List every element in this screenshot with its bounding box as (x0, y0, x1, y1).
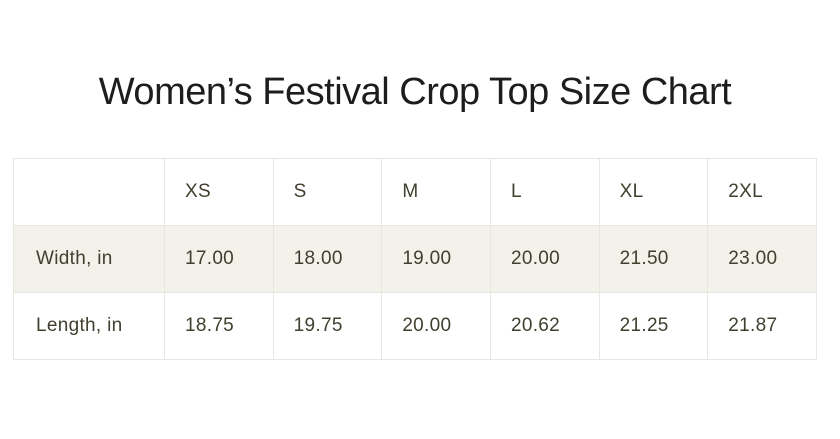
column-header-xl: XL (598, 158, 709, 226)
header-row: XS S M L XL 2XL (13, 158, 817, 226)
cell-width-l: 20.00 (489, 225, 600, 293)
cell-width-xl: 21.50 (598, 225, 709, 293)
cell-length-xl: 21.25 (598, 292, 709, 360)
cell-width-2xl: 23.00 (707, 225, 817, 293)
table-body: Width, in 17.00 18.00 19.00 20.00 21.50 … (13, 225, 817, 360)
cell-length-s: 19.75 (272, 292, 383, 360)
column-header-2xl: 2XL (707, 158, 817, 226)
row-label-length: Length, in (13, 292, 165, 360)
size-chart-page: Women’s Festival Crop Top Size Chart XS … (13, 70, 817, 360)
cell-length-m: 20.00 (381, 292, 491, 360)
column-header-xs: XS (164, 158, 274, 226)
size-chart-table: XS S M L XL 2XL Width, in 17.00 18.00 19… (13, 158, 817, 360)
column-header-l: L (489, 158, 600, 226)
page-title: Women’s Festival Crop Top Size Chart (98, 71, 732, 113)
cell-width-s: 18.00 (272, 225, 383, 293)
column-header-m: M (381, 158, 491, 226)
table-header: XS S M L XL 2XL (13, 158, 817, 226)
corner-cell (13, 158, 165, 226)
table-row-width: Width, in 17.00 18.00 19.00 20.00 21.50 … (13, 225, 817, 293)
row-label-width: Width, in (13, 225, 165, 293)
table-row-length: Length, in 18.75 19.75 20.00 20.62 21.25… (13, 292, 817, 360)
cell-length-2xl: 21.87 (707, 292, 817, 360)
cell-length-l: 20.62 (489, 292, 600, 360)
cell-length-xs: 18.75 (164, 292, 274, 360)
column-header-s: S (272, 158, 383, 226)
cell-width-m: 19.00 (381, 225, 491, 293)
cell-width-xs: 17.00 (164, 225, 274, 293)
